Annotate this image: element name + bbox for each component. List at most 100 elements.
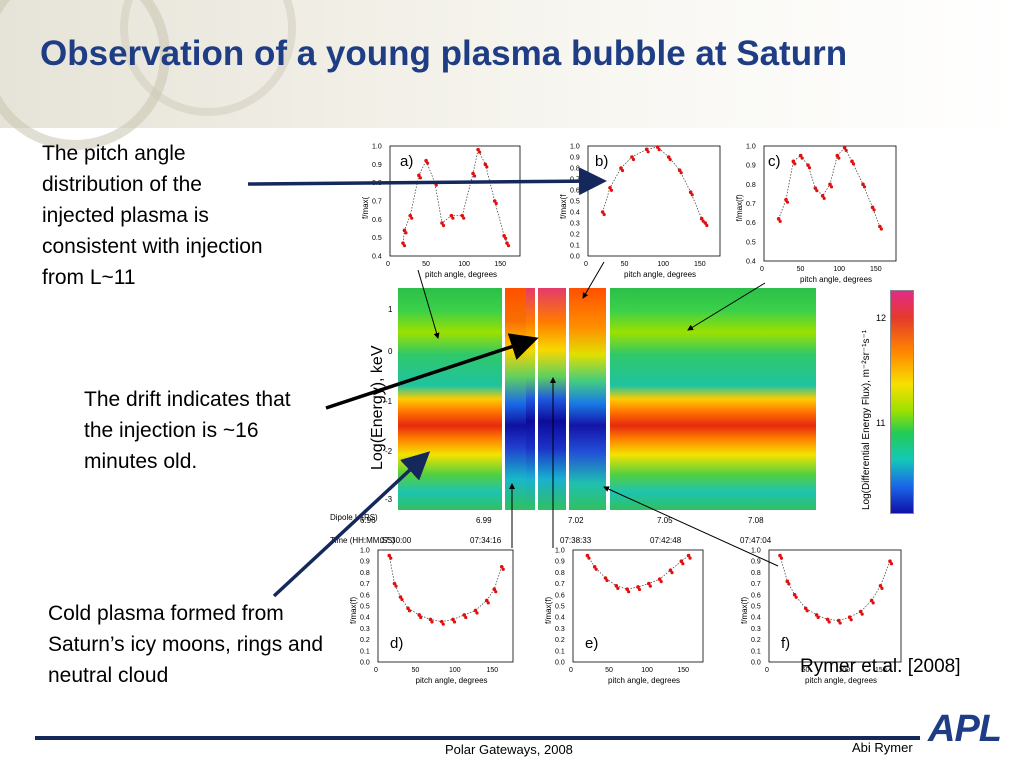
panel-ytick: 0.5 [746, 239, 756, 246]
panel-data-point [492, 587, 497, 591]
dipole-tick: 7.05 [657, 516, 673, 525]
panel-data-point [829, 185, 834, 189]
panel-ytick: 0.3 [360, 626, 370, 633]
panel-data-point [806, 163, 810, 167]
panel-data-point [392, 581, 397, 586]
panel-xtick: 50 [802, 667, 810, 674]
panel-data-point [792, 593, 797, 597]
panel-ytick: 0.4 [570, 210, 580, 217]
panel-ytick: 0.3 [555, 626, 565, 633]
panel-data-point [870, 205, 875, 210]
panel-data-point [835, 153, 840, 158]
panel-data-point [646, 150, 650, 154]
panel-data-point [814, 613, 819, 617]
panel-data-point [460, 213, 465, 218]
panel-xlabel: pitch angle, degrees [624, 270, 696, 279]
panel-ytick: 0.4 [751, 615, 761, 622]
panel-data-point [394, 584, 398, 588]
panel-data-point [630, 155, 634, 159]
panel-data-point [880, 586, 884, 590]
panel-ytick: 0.4 [360, 615, 370, 622]
panel-ytick: 0.9 [570, 155, 580, 162]
panel-data-point [836, 618, 841, 623]
pitch-angle-panel-b: 1.00.90.80.70.60.50.40.30.20.10.00501001… [559, 144, 721, 279]
panel-data-point [800, 156, 804, 160]
panel-data-point [879, 227, 883, 231]
panel-data-point [430, 620, 434, 624]
panel-data-point [776, 217, 781, 221]
panel-data-point [778, 553, 782, 558]
panel-data-point [400, 597, 404, 602]
panel-data-point [627, 590, 631, 594]
panel-data-point [401, 241, 405, 245]
panel-data-point [608, 186, 612, 190]
pitch-angle-panel-f: 1.0 0.9 0.8 0.7 0.6 0.5 0.4 0.3 0.2 0.1 0.0 0 50 100 1… [740, 548, 902, 685]
panel-ytick: 0.7 [372, 199, 382, 206]
panel-data-point [410, 216, 414, 220]
panel-letter: e) [585, 635, 598, 652]
panel-data-point [501, 567, 505, 571]
panel-data-point [631, 157, 636, 162]
panel-data-point [644, 147, 649, 152]
panel-data-point [838, 621, 842, 625]
panel-letter: a) [400, 153, 413, 170]
panel-ytick: 0.8 [751, 570, 761, 577]
colorbar-label: Log(Differential Energy Flux), m⁻²sr⁻¹s⁻… [861, 329, 872, 510]
panel-data-point [504, 236, 508, 240]
panel-data-point [478, 150, 482, 154]
panel-data-point [602, 212, 606, 217]
panel-data-point [842, 146, 847, 150]
panel-ytick: 0.0 [570, 254, 580, 261]
panel-data-point [441, 223, 446, 228]
panel-xtick: 100 [449, 667, 461, 674]
panel-letter: b) [595, 153, 608, 170]
panel-data-point [485, 165, 489, 169]
panel-ytick: 0.8 [555, 570, 565, 577]
panel-data-point [475, 611, 479, 615]
panel-data-point [408, 213, 413, 218]
panel-data-point [407, 609, 412, 613]
panel-data-point [404, 231, 408, 235]
arrow-drift [325, 333, 539, 410]
panel-ytick: 0.1 [751, 648, 761, 655]
panel-frame [572, 549, 704, 663]
panel-data-point [813, 186, 818, 190]
dipole-label: Dipole L (RS) [330, 513, 378, 522]
panel-data-point [847, 615, 852, 619]
panel-data-point [449, 213, 454, 218]
panel-xtick: 150 [870, 266, 882, 273]
panel-data-point [417, 173, 421, 178]
panel-xtick: 150 [494, 261, 506, 268]
panel-data-point [699, 216, 704, 221]
panel-frame [389, 145, 521, 257]
panel-ytick: 0.5 [372, 235, 382, 242]
panel-data-point [636, 585, 640, 589]
panel-data-point [705, 223, 709, 228]
panel-data-point [499, 565, 504, 569]
time-tick: 07:30:00 [380, 536, 412, 545]
panel-data-point [594, 567, 598, 571]
panel-xtick: 50 [605, 667, 613, 674]
time-tick: 07:47:04 [740, 536, 772, 545]
time-tick: 07:34:16 [470, 536, 502, 545]
panel-data-point [424, 158, 428, 163]
panel-data-point [419, 615, 423, 620]
panel-xtick: 50 [621, 261, 629, 268]
panel-data-point [505, 241, 509, 245]
panel-data-point [614, 584, 619, 588]
colorbar [890, 290, 914, 514]
panel-ytick: 0.6 [372, 217, 382, 224]
panel-xtick: 50 [797, 266, 805, 273]
panel-ytick: 0.5 [360, 604, 370, 611]
panel-data-point [784, 197, 788, 202]
panel-ytick: 0.5 [555, 604, 565, 611]
panel-data-point [688, 190, 693, 194]
panel-ytick: 0.4 [555, 615, 565, 622]
panel-data-point [592, 565, 597, 569]
panel-data-point [402, 228, 407, 233]
panel-letter: f) [781, 635, 790, 652]
panel-data-point [657, 148, 661, 152]
panel-data-point [648, 584, 652, 588]
panel-data-point [494, 201, 498, 206]
panel-xtick: 100 [833, 266, 845, 273]
